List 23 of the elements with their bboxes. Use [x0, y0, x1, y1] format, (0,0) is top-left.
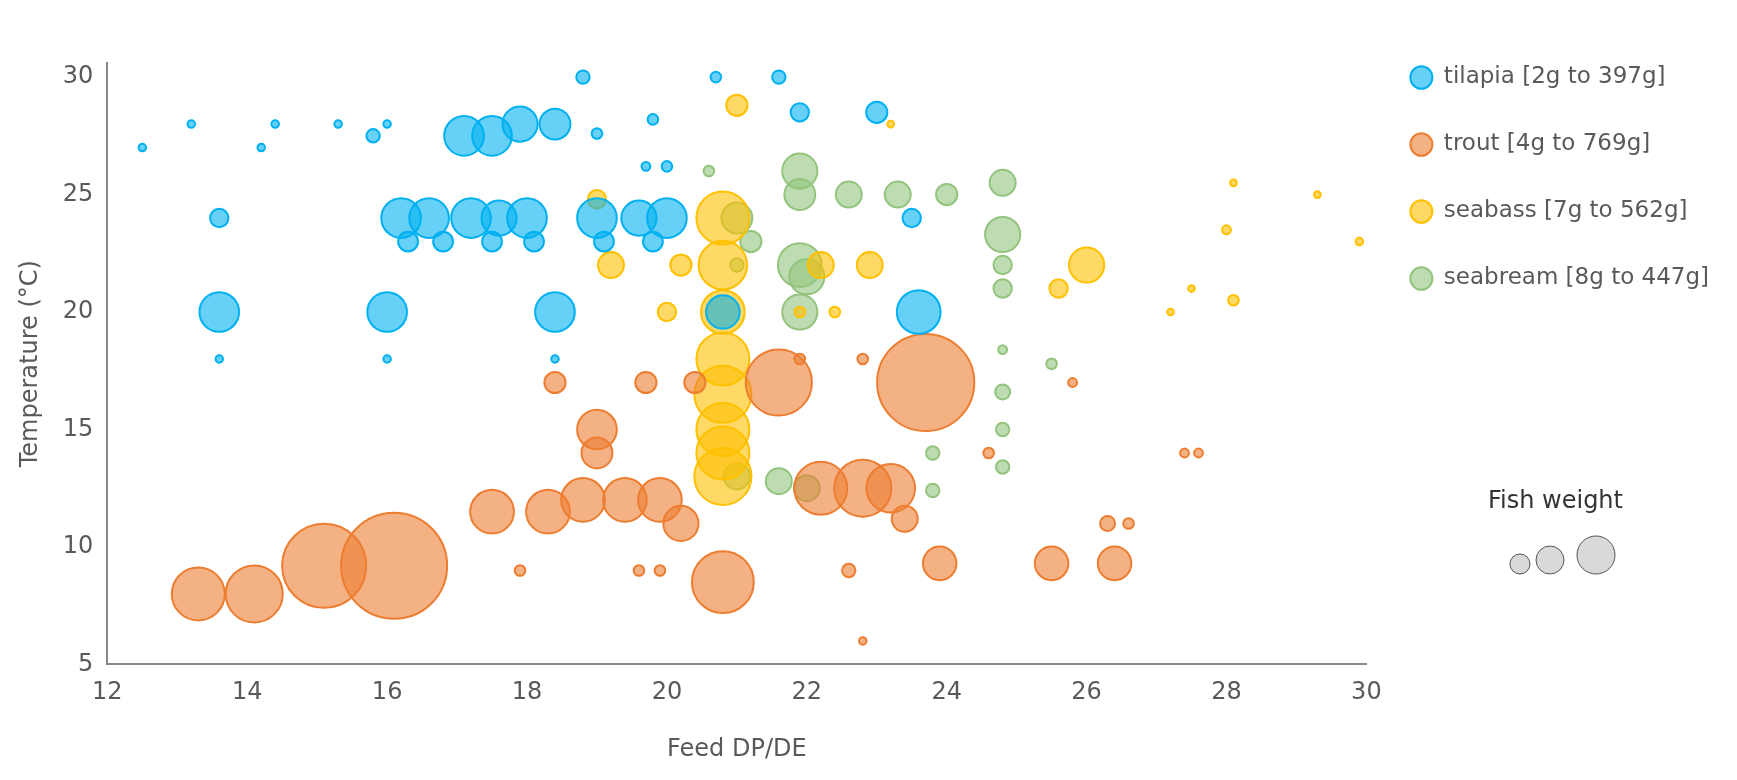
y-tick-label: 25 — [62, 178, 94, 207]
legend-label: trout [4g to 769g] — [1443, 129, 1651, 156]
x-tick-label: 24 — [931, 677, 962, 706]
text: Fish weight — [1488, 486, 1623, 514]
legend-label: seabream [8g to 447g] — [1443, 263, 1710, 290]
x-tick-label: 20 — [651, 677, 683, 706]
y-axis-title: Temperature (°C) — [14, 260, 43, 469]
y-tick-label: 10 — [62, 531, 94, 560]
x-tick-label: 16 — [371, 677, 403, 706]
x-tick-label: 22 — [791, 677, 823, 706]
y-tick-label: 20 — [62, 296, 94, 325]
y-tick-label: 30 — [62, 61, 94, 90]
x-tick-label: 12 — [92, 677, 123, 706]
y-tick-label: 5 — [78, 648, 94, 677]
legend-label: tilapia [2g to 397g] — [1443, 62, 1666, 89]
x-tick-label: 14 — [231, 677, 263, 706]
x-tick-label: 26 — [1071, 677, 1102, 706]
x-axis-title: Feed DP/DE — [667, 733, 807, 762]
x-tick-label: 28 — [1211, 677, 1242, 706]
x-tick-label: 30 — [1351, 677, 1382, 706]
y-tick-label: 15 — [62, 413, 94, 442]
x-tick-label: 18 — [511, 677, 543, 706]
legend-label: seabass [7g to 562g] — [1443, 196, 1688, 223]
